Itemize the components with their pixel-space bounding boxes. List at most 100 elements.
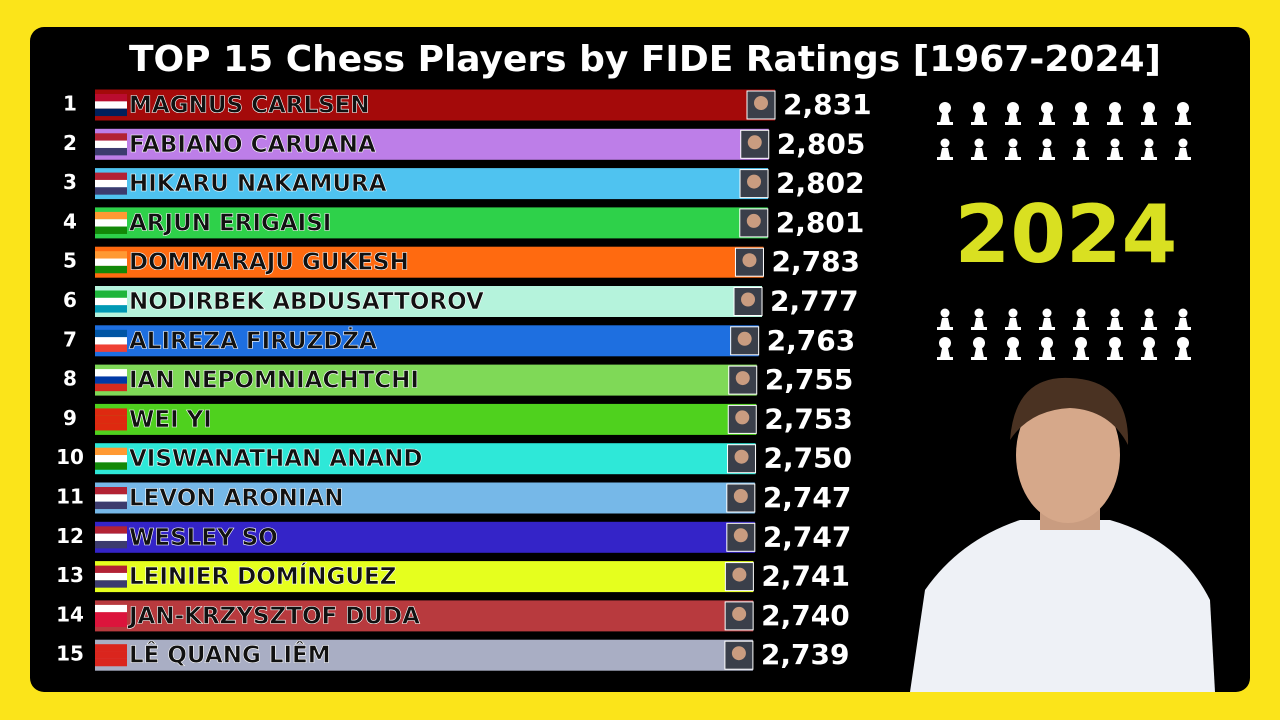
flag	[95, 101, 127, 109]
player-name: ALIREZA FIRUZDŻA	[129, 326, 377, 354]
flag	[95, 408, 127, 416]
piece-body	[1110, 113, 1120, 123]
bar	[95, 600, 754, 632]
bar	[95, 246, 764, 278]
photo-face	[741, 292, 756, 307]
piece-body	[1144, 318, 1154, 328]
piece-head	[1075, 337, 1087, 349]
flag	[95, 580, 127, 588]
piece-body	[1076, 348, 1086, 358]
piece-head	[1042, 308, 1052, 318]
piece-head	[1007, 337, 1019, 349]
piece-base	[1107, 327, 1123, 330]
piece-body	[1042, 348, 1052, 358]
value-label: 2,753	[764, 402, 853, 435]
piece-head	[1008, 138, 1018, 148]
piece-body	[940, 148, 950, 158]
piece-base	[1175, 157, 1191, 160]
flag	[95, 658, 127, 667]
flag	[95, 369, 127, 377]
piece-base	[1107, 122, 1123, 125]
player-name: IAN NEPOMNIACHTCHI	[129, 368, 419, 394]
piece-base	[1107, 357, 1123, 360]
piece-body	[1008, 113, 1018, 123]
piece-body	[1076, 148, 1086, 158]
player-name: ARJUN ERIGAISI	[129, 210, 331, 236]
piece-head	[1042, 138, 1052, 148]
flag	[95, 172, 127, 180]
chart-title: TOP 15 Chess Players by FIDE Ratings [19…	[129, 39, 1161, 80]
flag	[95, 604, 127, 613]
piece-body	[1008, 348, 1018, 358]
photo-face	[735, 371, 750, 386]
photo-face	[731, 646, 746, 661]
photo-face	[747, 135, 762, 150]
bar	[95, 639, 753, 671]
flag	[95, 147, 127, 156]
piece-head	[973, 337, 985, 349]
value-label: 2,747	[763, 481, 852, 514]
piece-body	[940, 113, 950, 123]
flag	[95, 494, 127, 502]
rank-label: 2	[63, 131, 77, 155]
piece-base	[1107, 157, 1123, 160]
player-name: DOMMARAJU GUKESH	[129, 250, 409, 276]
flag	[95, 258, 127, 266]
piece-body	[974, 318, 984, 328]
flag	[95, 565, 127, 573]
flag	[95, 619, 127, 627]
flag	[95, 329, 127, 338]
value-label: 2,739	[761, 638, 850, 671]
player-name: WEI YI	[129, 407, 212, 433]
piece-body	[1178, 113, 1188, 123]
piece-base	[1073, 357, 1089, 360]
piece-base	[1175, 357, 1191, 360]
piece-body	[940, 318, 950, 328]
bar	[95, 443, 756, 475]
piece-base	[937, 157, 953, 160]
flag	[95, 455, 127, 463]
piece-base	[1141, 327, 1157, 330]
value-label: 2,763	[767, 324, 856, 357]
piece-head	[939, 102, 951, 114]
piece-body	[1110, 348, 1120, 358]
player-name: NODIRBEK ABDUSATTOROV	[129, 289, 484, 315]
rank-label: 8	[63, 367, 77, 391]
flag	[95, 337, 127, 345]
photo-face	[732, 606, 747, 621]
rank-label: 13	[56, 563, 84, 587]
year-label: 2024	[955, 188, 1178, 281]
bar	[95, 128, 769, 160]
piece-body	[1144, 113, 1154, 123]
flag	[95, 305, 127, 313]
piece-body	[1042, 148, 1052, 158]
piece-base	[1039, 157, 1055, 160]
bar	[95, 364, 757, 396]
rank-label: 15	[56, 642, 84, 666]
photo-face	[747, 174, 762, 189]
piece-body	[940, 348, 950, 358]
piece-body	[1076, 318, 1086, 328]
photo-face	[735, 410, 750, 425]
piece-base	[1073, 157, 1089, 160]
photo-face	[742, 253, 757, 268]
flag	[95, 501, 127, 510]
piece-body	[1042, 318, 1052, 328]
flag	[95, 462, 127, 470]
piece-base	[971, 327, 987, 330]
flag	[95, 644, 127, 652]
value-label: 2,805	[777, 127, 866, 160]
piece-body	[1178, 348, 1188, 358]
rank-label: 10	[56, 445, 84, 469]
flag	[95, 133, 127, 141]
value-label: 2,747	[763, 520, 852, 553]
piece-body	[1008, 318, 1018, 328]
piece-body	[1076, 113, 1086, 123]
piece-head	[1177, 102, 1189, 114]
rank-label: 7	[63, 327, 77, 351]
bar	[95, 561, 754, 593]
piece-base	[1005, 357, 1021, 360]
piece-head	[1008, 308, 1018, 318]
piece-head	[1041, 337, 1053, 349]
flag	[95, 487, 127, 495]
